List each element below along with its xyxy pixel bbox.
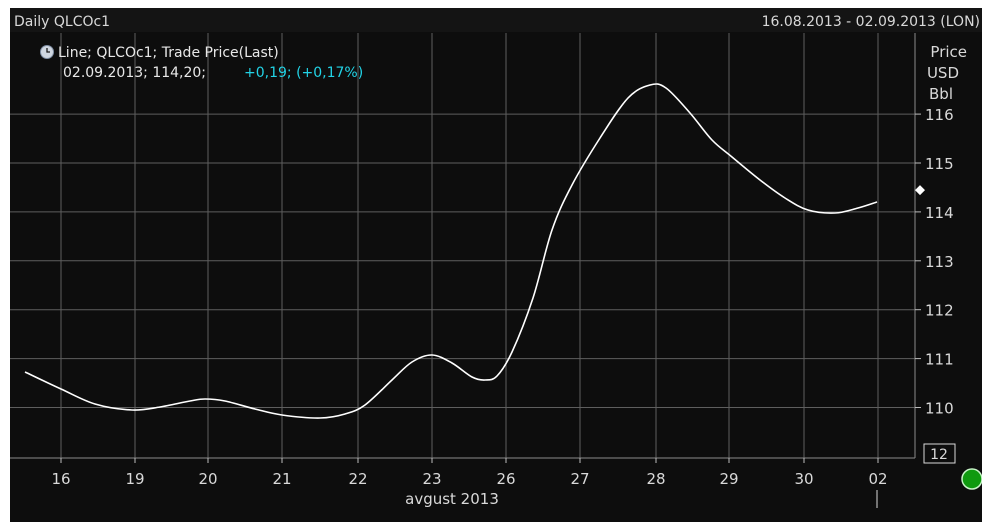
status-dot[interactable] — [961, 468, 982, 490]
y-tick-label: 110 — [925, 400, 954, 418]
clock-icon — [40, 45, 54, 59]
legend-series-description: Line; QLCOc1; Trade Price(Last) — [58, 45, 279, 61]
y-tick-label: 112 — [925, 302, 954, 320]
x-tick-label: 22 — [348, 470, 367, 488]
x-tick-label: 30 — [794, 470, 813, 488]
x-tick-label: 29 — [719, 470, 738, 488]
y-tick-label: 113 — [925, 253, 954, 271]
x-tick-label: 20 — [198, 470, 217, 488]
x-tick-label: 26 — [496, 470, 515, 488]
y-unit-price: Price — [930, 43, 967, 61]
bottom-tag: 12 — [923, 443, 956, 464]
y-unit-volume: Bbl — [929, 85, 953, 103]
price-line-series[interactable] — [24, 83, 878, 419]
chart-background — [10, 8, 982, 522]
legend-change: +0,19; (+0,17%) — [244, 65, 363, 81]
x-axis-month-label: avgust 2013 — [405, 490, 499, 508]
y-tick-label: 111 — [925, 351, 954, 369]
x-tick-label: 28 — [646, 470, 665, 488]
x-tick-label: 16 — [51, 470, 70, 488]
x-tick-label: 27 — [570, 470, 589, 488]
x-tick-label: 21 — [272, 470, 291, 488]
svg-text:12: 12 — [930, 447, 948, 463]
chart-title: Daily QLCOc1 — [14, 14, 110, 30]
x-tick-label: 23 — [422, 470, 441, 488]
y-tick-label: 115 — [925, 155, 954, 173]
x-axis-ticks: 16 19 20 21 22 23 26 27 28 29 30 02 — [51, 458, 888, 488]
title-bar — [10, 8, 982, 32]
x-tick-label: 02 — [868, 470, 887, 488]
date-range: 16.08.2013 - 02.09.2013 (LON) — [762, 14, 980, 30]
legend-last-point: 02.09.2013; 114,20; — [63, 65, 206, 81]
x-tick-label: 19 — [125, 470, 144, 488]
grid — [10, 33, 915, 458]
y-tick-label: 114 — [925, 204, 954, 222]
y-axis-ticks: 110 111 112 113 114 115 116 — [915, 106, 954, 418]
last-value-marker — [915, 185, 925, 196]
y-unit-currency: USD — [927, 64, 959, 82]
y-tick-label: 116 — [925, 106, 954, 124]
